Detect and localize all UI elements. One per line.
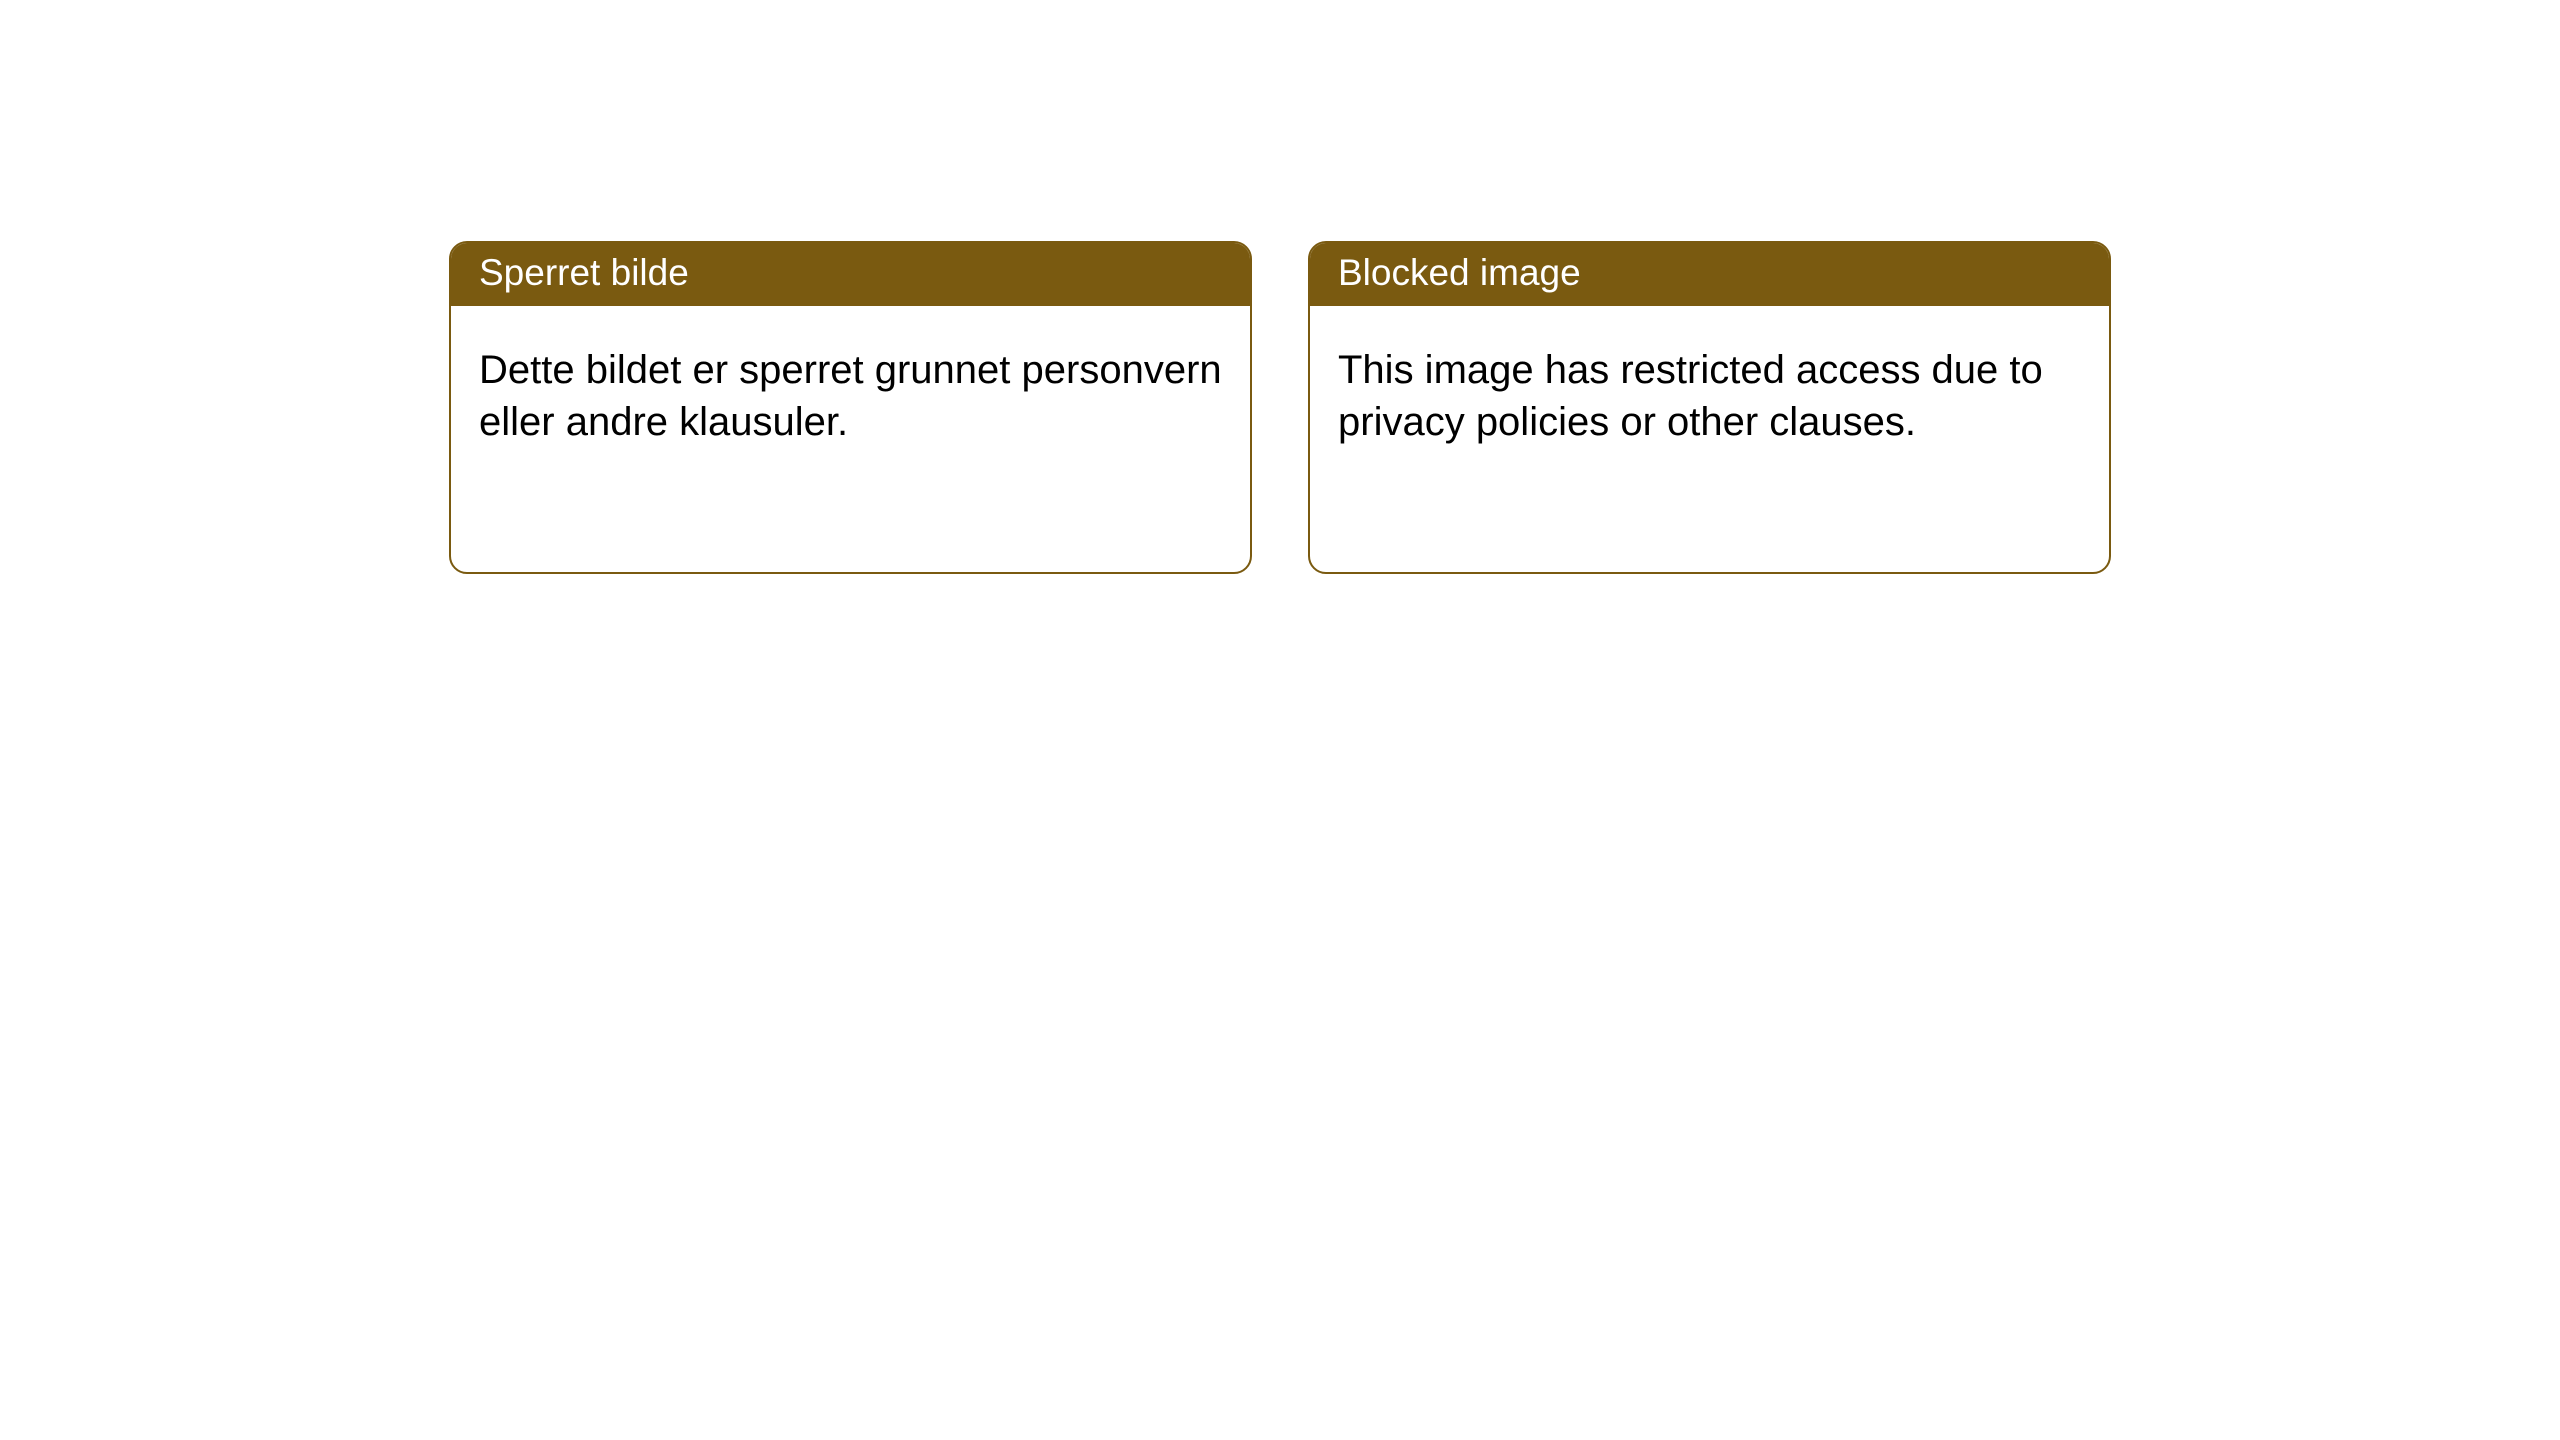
notice-container: Sperret bilde Dette bildet er sperret gr… [449, 241, 2111, 574]
notice-card-norwegian: Sperret bilde Dette bildet er sperret gr… [449, 241, 1252, 574]
notice-body: Dette bildet er sperret grunnet personve… [451, 306, 1250, 572]
notice-body: This image has restricted access due to … [1310, 306, 2109, 572]
notice-header: Blocked image [1310, 243, 2109, 306]
notice-card-english: Blocked image This image has restricted … [1308, 241, 2111, 574]
notice-header: Sperret bilde [451, 243, 1250, 306]
